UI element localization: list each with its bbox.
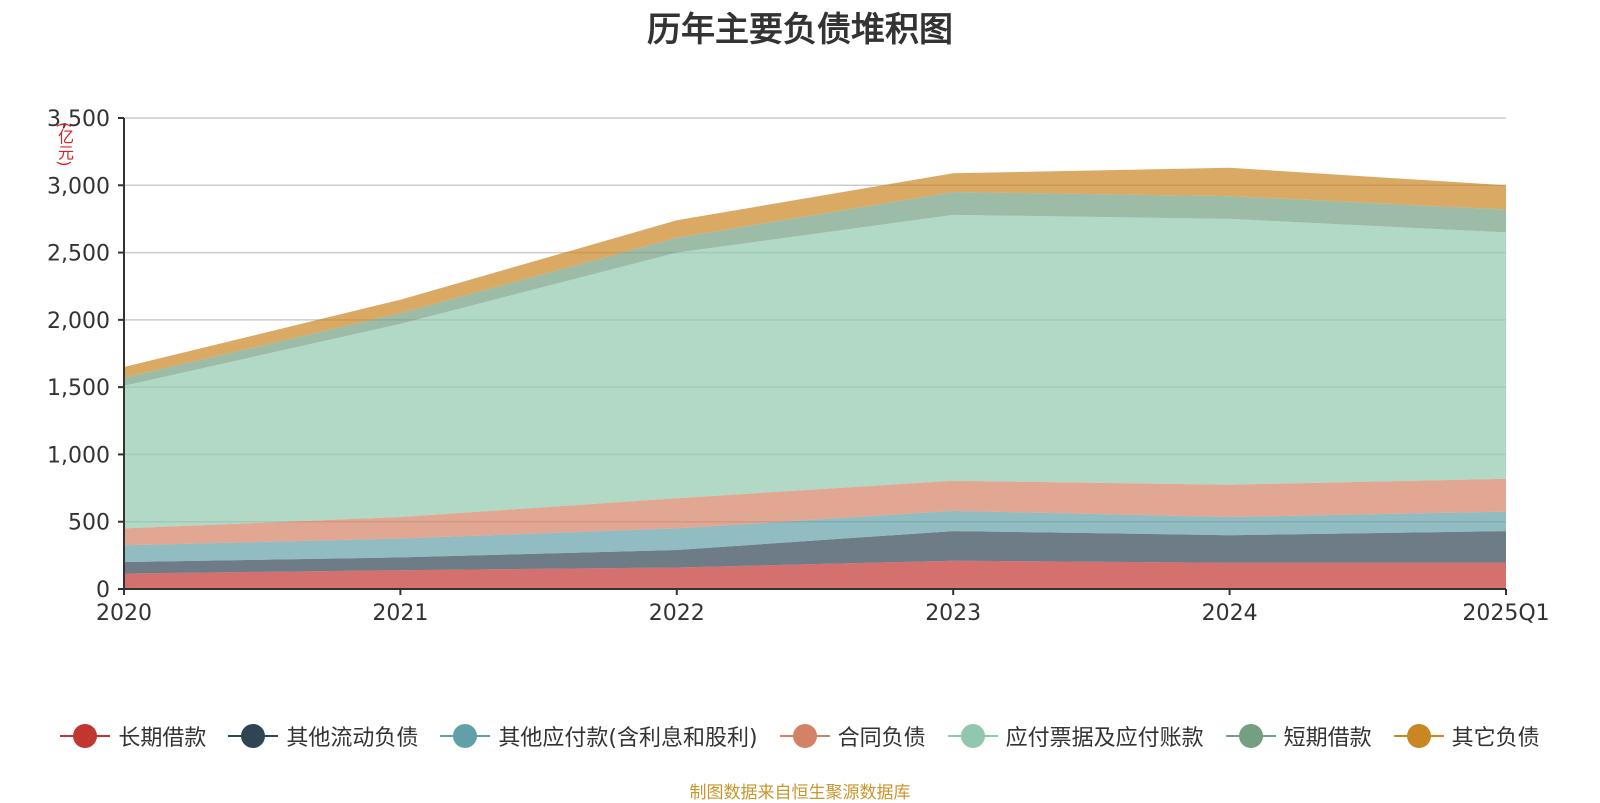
x-tick-label: 2024 <box>1202 601 1258 626</box>
y-axis-unit-label: (亿元) <box>55 122 74 167</box>
y-tick-label: 3,000 <box>47 174 110 199</box>
area-series-1 <box>124 531 1506 574</box>
legend-label: 应付票据及应付账款 <box>1005 726 1204 751</box>
y-tick-label: 3,500 <box>47 107 110 132</box>
area-series-6 <box>124 167 1506 378</box>
x-tick-label: 2020 <box>96 601 152 626</box>
legend-label: 长期借款 <box>118 726 207 751</box>
legend-item[interactable]: 其他流动负债 <box>228 720 418 752</box>
legend-item[interactable]: 短期借款 <box>1225 720 1372 752</box>
legend-marker-icon <box>1225 723 1276 749</box>
y-tick-label: 2,000 <box>47 309 110 334</box>
axes: 0 500 1,000 1,500 2,000 2,500 3,000 3,500 2020 20… <box>47 107 1550 626</box>
y-tick-label: 2,500 <box>47 242 110 267</box>
legend-label: 其他流动负债 <box>286 726 419 751</box>
x-tick-label: 2021 <box>372 601 428 626</box>
y-tick-label: 1,000 <box>47 443 110 468</box>
legend-label: 其他应付款(含利息和股利) <box>498 726 758 751</box>
source-note: 制图数据来自恒生聚源数据库 <box>689 783 911 803</box>
legend-item[interactable]: 应付票据及应付账款 <box>947 720 1204 752</box>
legend-item[interactable]: 合同负债 <box>779 720 926 752</box>
y-tick-label: 0 <box>96 578 110 603</box>
area-series-2 <box>124 510 1506 563</box>
legend-item[interactable]: 其他应付款(含利息和股利) <box>440 720 758 752</box>
legend-marker-icon <box>440 723 491 749</box>
legend-label: 短期借款 <box>1283 726 1372 751</box>
stacked-areas <box>124 167 1506 589</box>
legend-item[interactable]: 其它负债 <box>1393 720 1540 752</box>
legend: 长期借款 其他流动负债 其他应付款(含利息和股利) 合同负债 应付票据及应付账款 短期借款… <box>0 716 1600 756</box>
legend-marker-icon <box>60 723 111 749</box>
y-tick-label: 500 <box>68 511 110 536</box>
legend-marker-icon <box>947 723 998 749</box>
legend-marker-icon <box>1393 723 1444 749</box>
legend-marker-icon <box>779 723 830 749</box>
y-tick-label: 1,500 <box>47 376 110 401</box>
x-tick-label: 2022 <box>649 601 705 626</box>
area-series-0 <box>124 560 1506 589</box>
area-series-5 <box>124 192 1506 386</box>
area-series-3 <box>124 478 1506 546</box>
legend-item[interactable]: 长期借款 <box>60 720 206 752</box>
legend-label: 合同负债 <box>837 726 926 751</box>
x-tick-label: 2025Q1 <box>1462 601 1549 626</box>
legend-marker-icon <box>228 723 279 749</box>
legend-label: 其它负债 <box>1451 726 1540 751</box>
x-tick-label: 2023 <box>925 601 981 626</box>
chart-title: 历年主要负债堆积图 <box>647 10 953 50</box>
area-series-4 <box>124 214 1506 529</box>
